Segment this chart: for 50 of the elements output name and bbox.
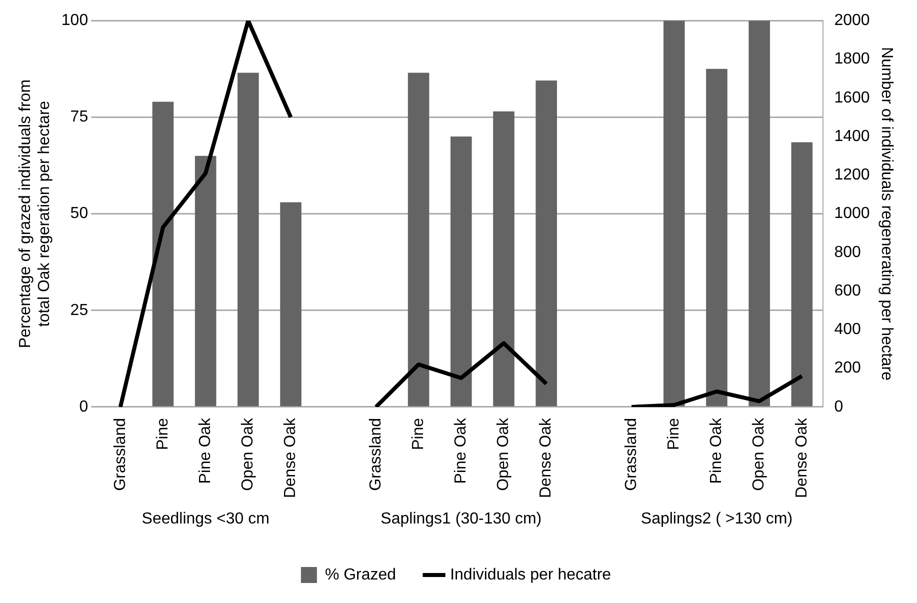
x-tick-label: Grassland (622, 418, 640, 491)
y2-tick-label: 400 (834, 321, 862, 338)
x-tick-label: Pine Oak (708, 416, 726, 484)
x-tick-label: Pine (410, 418, 427, 450)
bar (536, 80, 557, 406)
text: Saplings2 ( >130 cm) (640, 510, 793, 528)
bar (450, 136, 472, 406)
bar (493, 111, 514, 406)
y-tick-label: 25 (70, 302, 88, 319)
y-tick-label: 100 (61, 12, 88, 30)
x-tick-label: Dense Oak (282, 416, 300, 498)
bar (791, 142, 813, 406)
x-tick-label: Open Oak (495, 416, 512, 491)
bar (280, 202, 302, 406)
bar (238, 72, 259, 406)
y2-axis-title: Number of individuals regenerating per hectare (878, 47, 895, 381)
legend-label: % Grazed (324, 566, 396, 584)
x-tick-label: Pine (666, 418, 683, 450)
y2-tick-label: 0 (834, 398, 844, 416)
y2-tick-label: 1600 (834, 89, 870, 106)
text: Saplings1 (30-130 cm) (380, 510, 542, 528)
x-tick-label: Dense Oak (793, 416, 810, 498)
bar (706, 68, 728, 406)
bar (408, 72, 430, 406)
text: Seedlings <30 cm (142, 510, 270, 528)
x-tick-label: Grassland (367, 418, 384, 491)
x-tick-label: Open Oak (750, 416, 768, 491)
y2-tick-label: 1800 (834, 50, 870, 68)
bar (663, 20, 685, 406)
y2-tick-label: 2000 (834, 12, 870, 30)
y2-tick-label: 1200 (834, 166, 870, 184)
y-tick-label: 50 (70, 205, 88, 222)
bar (194, 156, 216, 406)
y2-tick-label: 200 (834, 360, 862, 377)
x-tick-label: Grassland (112, 418, 129, 491)
y2-tick-label: 600 (834, 282, 862, 300)
bar (152, 102, 174, 406)
y-tick-label: 75 (70, 108, 88, 126)
x-tick-label: Open Oak (240, 416, 257, 491)
x-tick-label: Dense Oak (538, 416, 555, 498)
y-axis-title: Percentage of grazed individuals from total Oak regeration per hectare (17, 79, 54, 348)
bar (748, 20, 770, 406)
x-tick-label: Pine Oak (452, 416, 470, 484)
x-tick-label: Pine Oak (196, 416, 214, 484)
x-tick-label: Pine (154, 418, 172, 450)
legend-label: Individuals per hecatre (450, 566, 612, 584)
y2-tick-label: 1000 (834, 205, 870, 222)
y2-tick-label: 800 (834, 244, 862, 261)
y2-tick-label: 1400 (834, 128, 870, 145)
y-tick-label: 0 (79, 398, 88, 416)
